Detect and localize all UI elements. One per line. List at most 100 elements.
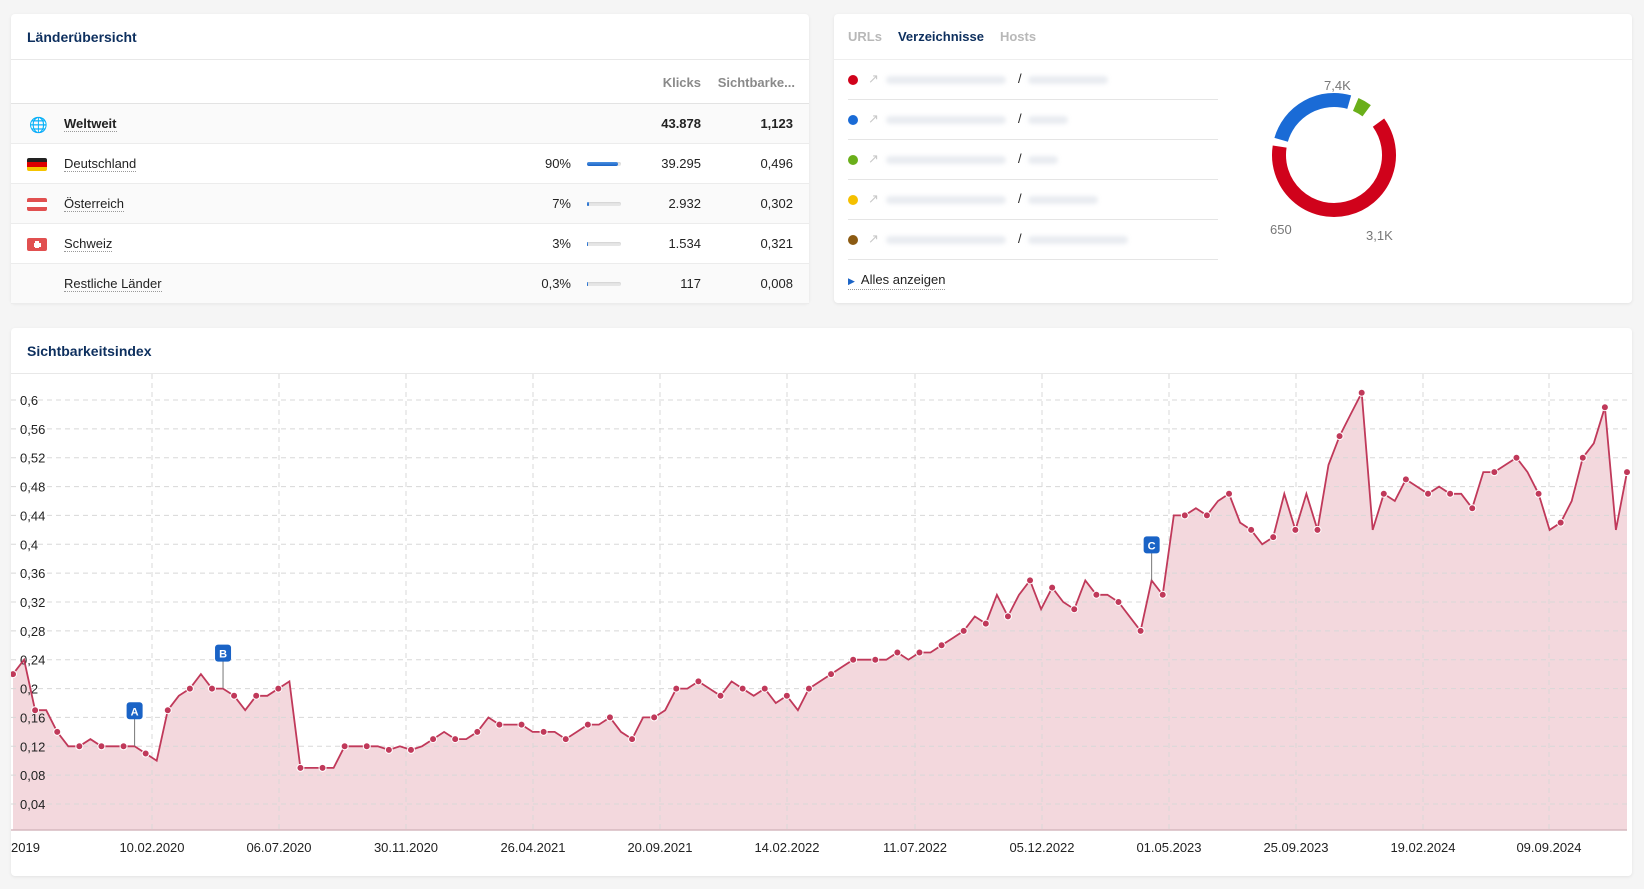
annotation-flag-c[interactable] — [1143, 536, 1160, 554]
country-name[interactable]: Restliche Länder — [64, 276, 162, 292]
data-point[interactable] — [804, 684, 813, 693]
directory-item[interactable]: ↗ / — [848, 100, 1218, 140]
data-point[interactable] — [296, 763, 305, 772]
data-point[interactable] — [1468, 504, 1477, 513]
data-point[interactable] — [141, 749, 150, 758]
show-all-link[interactable]: ▶ Alles anzeigen — [848, 272, 946, 290]
data-point[interactable] — [760, 684, 769, 693]
data-point[interactable] — [827, 670, 836, 679]
data-point[interactable] — [429, 735, 438, 744]
country-row[interactable]: Schweiz 3% 1.534 0,321 — [11, 224, 809, 264]
data-point[interactable] — [31, 706, 40, 715]
data-point[interactable] — [583, 720, 592, 729]
data-point[interactable] — [915, 648, 924, 657]
data-point[interactable] — [11, 670, 17, 679]
data-point[interactable] — [672, 684, 681, 693]
data-point[interactable] — [1446, 489, 1455, 498]
data-point[interactable] — [185, 684, 194, 693]
directory-item[interactable]: ↗ / — [848, 180, 1218, 220]
country-name[interactable]: Schweiz — [64, 236, 113, 252]
data-point[interactable] — [1379, 489, 1388, 498]
data-point[interactable] — [539, 727, 548, 736]
data-point[interactable] — [473, 727, 482, 736]
data-point[interactable] — [1114, 598, 1123, 606]
country-name[interactable]: Deutschland — [64, 156, 137, 172]
data-point[interactable] — [1490, 468, 1499, 477]
tab-urls[interactable]: URLs — [848, 29, 882, 44]
data-point[interactable] — [1202, 511, 1211, 520]
data-point[interactable] — [75, 742, 84, 751]
data-point[interactable] — [628, 735, 637, 744]
data-point[interactable] — [716, 691, 725, 700]
data-point[interactable] — [782, 691, 791, 700]
data-point[interactable] — [230, 691, 239, 700]
data-point[interactable] — [1180, 511, 1189, 520]
data-point[interactable] — [1070, 605, 1079, 614]
data-point[interactable] — [1158, 590, 1167, 599]
data-point[interactable] — [1003, 612, 1012, 621]
data-point[interactable] — [318, 763, 327, 772]
data-point[interactable] — [119, 742, 128, 751]
data-point[interactable] — [1335, 432, 1344, 441]
data-point[interactable] — [495, 720, 504, 729]
header-klicks[interactable]: Klicks — [662, 75, 701, 90]
data-point[interactable] — [1026, 576, 1035, 585]
data-point[interactable] — [738, 684, 747, 693]
directory-path[interactable]: / — [1018, 71, 1022, 86]
country-row[interactable]: Restliche Länder 0,3% 117 0,008 — [11, 264, 809, 304]
directory-path[interactable]: / — [1018, 231, 1022, 246]
data-point[interactable] — [871, 655, 880, 664]
data-point[interactable] — [849, 655, 858, 664]
data-point[interactable] — [163, 706, 172, 715]
data-point[interactable] — [97, 742, 106, 751]
annotation-flag-b[interactable] — [215, 644, 232, 662]
annotation-flag-a[interactable] — [126, 702, 143, 720]
tab-hosts[interactable]: Hosts — [999, 29, 1037, 44]
data-point[interactable] — [1357, 388, 1366, 397]
visibility-chart[interactable]: 0,04 0,08 0,12 0,16 0,2 0,24 0,28 0,32 0,36 0,4 0,… — [11, 374, 1632, 876]
country-row[interactable]: Österreich 7% 2.932 0,302 — [11, 184, 809, 224]
data-point[interactable] — [1048, 583, 1057, 592]
donut-segment[interactable] — [1274, 93, 1352, 143]
data-point[interactable] — [1600, 403, 1609, 412]
country-name[interactable]: Österreich — [64, 196, 124, 212]
tab-verzeichnisse[interactable]: Verzeichnisse — [897, 29, 984, 44]
data-point[interactable] — [1269, 533, 1278, 542]
country-row[interactable]: Deutschland 90% 39.295 0,496 — [11, 144, 809, 184]
data-point[interactable] — [1623, 468, 1631, 477]
data-point[interactable] — [1291, 525, 1300, 534]
directory-item[interactable]: ↗ / — [848, 60, 1218, 100]
data-point[interactable] — [1225, 489, 1234, 498]
directory-path[interactable]: / — [1018, 191, 1022, 206]
data-point[interactable] — [517, 720, 526, 729]
data-point[interactable] — [274, 684, 283, 693]
data-point[interactable] — [959, 626, 968, 635]
data-point[interactable] — [340, 742, 349, 751]
donut-segment[interactable] — [1352, 98, 1371, 117]
data-point[interactable] — [1534, 489, 1543, 498]
data-point[interactable] — [1313, 525, 1322, 534]
data-point[interactable] — [1556, 518, 1565, 527]
data-point[interactable] — [694, 677, 703, 686]
data-point[interactable] — [650, 713, 659, 722]
data-point[interactable] — [937, 641, 946, 650]
external-link-icon[interactable]: ↗ — [868, 111, 879, 126]
header-sichtbarkeit[interactable]: Sichtbarke... — [717, 75, 795, 90]
data-point[interactable] — [1136, 626, 1145, 635]
data-point[interactable] — [605, 713, 614, 722]
data-point[interactable] — [893, 648, 902, 657]
external-link-icon[interactable]: ↗ — [868, 151, 879, 166]
data-point[interactable] — [252, 691, 261, 700]
data-point[interactable] — [53, 727, 62, 736]
directory-item[interactable]: ↗ / — [848, 220, 1218, 260]
data-point[interactable] — [362, 742, 371, 751]
data-point[interactable] — [1512, 453, 1521, 462]
country-name[interactable]: Weltweit — [64, 116, 117, 132]
external-link-icon[interactable]: ↗ — [868, 231, 879, 246]
data-point[interactable] — [451, 735, 460, 744]
directory-path[interactable]: / — [1018, 111, 1022, 126]
data-point[interactable] — [406, 745, 415, 754]
data-point[interactable] — [384, 745, 393, 754]
data-point[interactable] — [207, 684, 216, 693]
data-point[interactable] — [1092, 590, 1101, 599]
